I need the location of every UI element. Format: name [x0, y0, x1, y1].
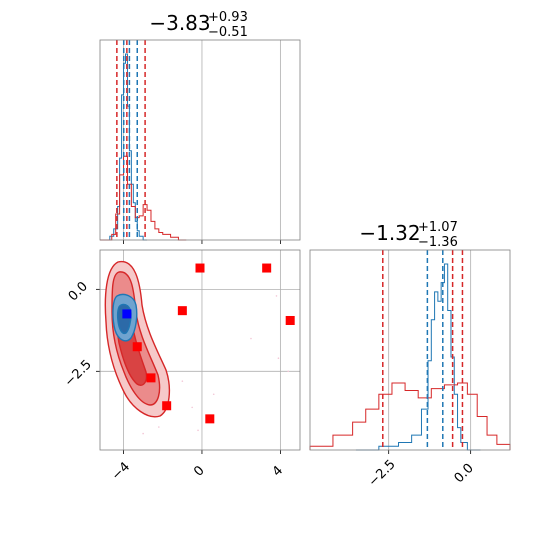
scatter-faint-sample-5	[287, 370, 290, 373]
scatter-sample-marker-6	[162, 401, 172, 411]
right-hist-series-0	[355, 263, 481, 451]
right-hist-tick-label-0: −2.5	[366, 457, 399, 490]
top-hist-title-value: −3.83	[149, 11, 210, 35]
scatter-faint-sample-4	[277, 357, 280, 359]
scatter-sample-marker-3	[285, 315, 295, 325]
scatter-faint-sample-8	[142, 432, 144, 435]
scatter-sample-marker-2	[177, 306, 187, 316]
scatter-sample-marker-1	[262, 263, 272, 273]
scatter-sample-marker-7	[205, 414, 215, 424]
scatter-frame	[99, 249, 301, 451]
top-hist-series-1	[100, 155, 187, 241]
right-hist-title-value: −1.32	[359, 221, 420, 245]
right-hist-tick-label-1: 0.0	[452, 461, 477, 486]
top-hist-title-lower: −0.51	[208, 25, 248, 40]
scatter-sample-marker-0	[195, 263, 205, 273]
right-hist-frame	[309, 249, 511, 451]
scatter-faint-sample-3	[275, 295, 278, 297]
scatter-sample-marker-4	[132, 342, 142, 352]
scatter-faint-sample-0	[181, 380, 184, 382]
right-hist-title-lower: −1.36	[418, 235, 458, 250]
top-hist-title: −3.83+0.93−0.51	[149, 10, 247, 40]
scatter-faint-sample-6	[250, 337, 252, 340]
scatter-faint-sample-2	[212, 393, 215, 396]
right-hist-series-1	[309, 382, 511, 450]
top-hist-frame	[99, 39, 301, 241]
scatter-truth-marker	[122, 309, 132, 319]
right-hist-title-upper: +1.07	[418, 220, 458, 235]
scatter-faint-sample-9	[197, 429, 199, 432]
scatter-y-tick-label-0: 0.0	[66, 279, 91, 304]
scatter-faint-sample-7	[158, 426, 160, 428]
scatter-y-tick-label-1: −2.5	[62, 357, 95, 390]
scatter-sample-marker-5	[146, 373, 156, 383]
scatter-faint-sample-1	[191, 406, 193, 409]
scatter-x-tick-label-2: 4	[270, 463, 286, 479]
right-hist-title: −1.32+1.07−1.36	[359, 220, 457, 250]
scatter-x-tick-label-0: −4	[109, 459, 133, 483]
scatter-blue-contour-1	[116, 303, 132, 335]
top-hist-title-upper: +0.93	[208, 10, 248, 25]
scatter-x-tick-label-1: 0	[191, 463, 207, 479]
